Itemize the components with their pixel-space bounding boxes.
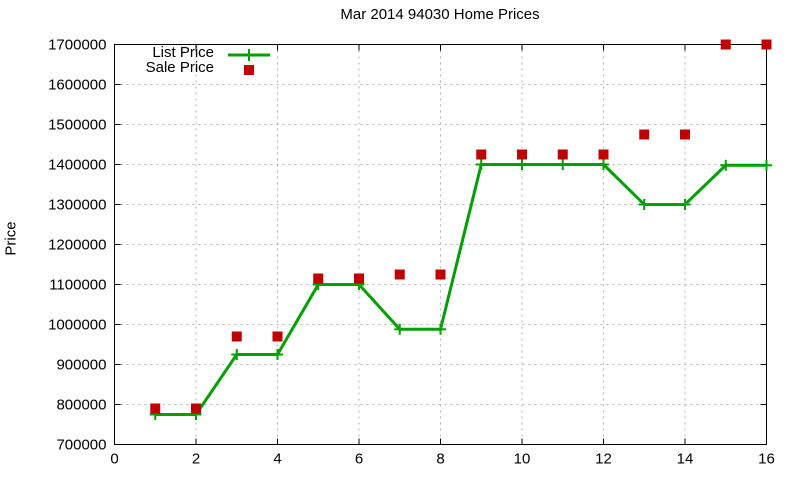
y-tick-label: 800000 — [56, 397, 106, 414]
y-tick-label: 1000000 — [48, 317, 106, 334]
square-marker — [557, 149, 568, 160]
chart-title: Mar 2014 94030 Home Prices — [340, 6, 540, 23]
square-marker — [435, 269, 446, 280]
x-tick-label: 16 — [758, 451, 775, 468]
square-marker — [354, 273, 364, 284]
x-tick-label: 6 — [355, 451, 363, 468]
y-tick-label: 900000 — [56, 357, 106, 374]
y-tick-label: 1400000 — [48, 157, 106, 174]
square-marker — [598, 149, 609, 160]
square-marker — [476, 149, 487, 160]
square-marker — [720, 39, 731, 50]
y-tick-label: 1200000 — [48, 237, 106, 254]
square-marker — [150, 403, 161, 414]
y-tick-label: 1700000 — [48, 37, 106, 54]
legend: List Price Sale Price — [114, 44, 272, 76]
square-marker — [680, 129, 690, 140]
square-marker — [272, 331, 283, 342]
y-tick-label: 700000 — [56, 437, 106, 454]
x-tick-label: 10 — [514, 451, 531, 468]
x-tick-label: 4 — [273, 451, 281, 468]
legend-item-list-price: List Price — [114, 44, 272, 61]
square-marker — [191, 403, 201, 414]
line-plus-sample-icon — [228, 48, 270, 61]
square-marker — [394, 269, 405, 280]
x-tick-label: 8 — [436, 451, 444, 468]
y-tick-label: 1600000 — [48, 77, 106, 94]
y-tick-label: 1500000 — [48, 117, 106, 134]
square-marker — [761, 39, 772, 50]
legend-label-sale-price: Sale Price — [145, 59, 214, 76]
square-marker — [313, 273, 324, 284]
x-tick-label: 2 — [192, 451, 200, 468]
legend-label-list-price: List Price — [152, 44, 214, 61]
list-price-line — [155, 163, 767, 416]
square-marker — [639, 129, 650, 140]
x-tick-label: 0 — [110, 451, 118, 468]
y-tick-label: 1100000 — [49, 277, 106, 294]
square-marker — [517, 149, 527, 160]
square-sample-icon — [244, 64, 254, 75]
legend-item-sale-price: Sale Price — [114, 59, 272, 76]
x-tick-label: 12 — [595, 451, 612, 468]
y-tick-label: 1300000 — [48, 197, 106, 214]
x-tick-label: 14 — [677, 451, 694, 468]
square-marker — [231, 331, 242, 342]
